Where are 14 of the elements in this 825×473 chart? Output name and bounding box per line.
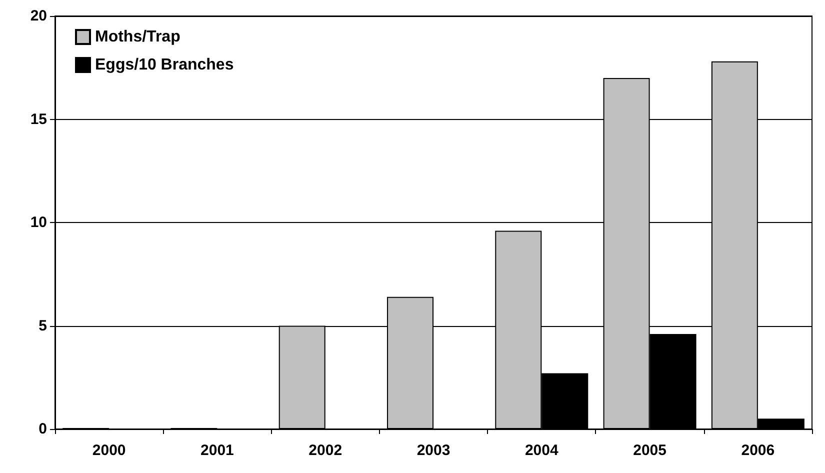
y-tick-label: 5 [38, 317, 47, 334]
y-tick-label: 15 [30, 110, 47, 128]
x-tick-label: 2002 [308, 442, 342, 459]
x-tick-label: 2005 [633, 442, 666, 459]
x-tick-label: 2006 [741, 442, 775, 459]
legend-label: Moths/Trap [95, 28, 181, 46]
y-tick-label: 10 [30, 214, 47, 231]
x-tick-label: 2003 [416, 442, 450, 459]
y-tick-label: 0 [38, 420, 47, 438]
x-tick-label: 2000 [92, 442, 126, 459]
y-tick-label: 20 [30, 8, 47, 24]
x-tick-label: 2004 [524, 442, 559, 459]
x-tick-label: 2001 [200, 442, 234, 459]
legend-label: Eggs/10 Branches [95, 56, 234, 74]
